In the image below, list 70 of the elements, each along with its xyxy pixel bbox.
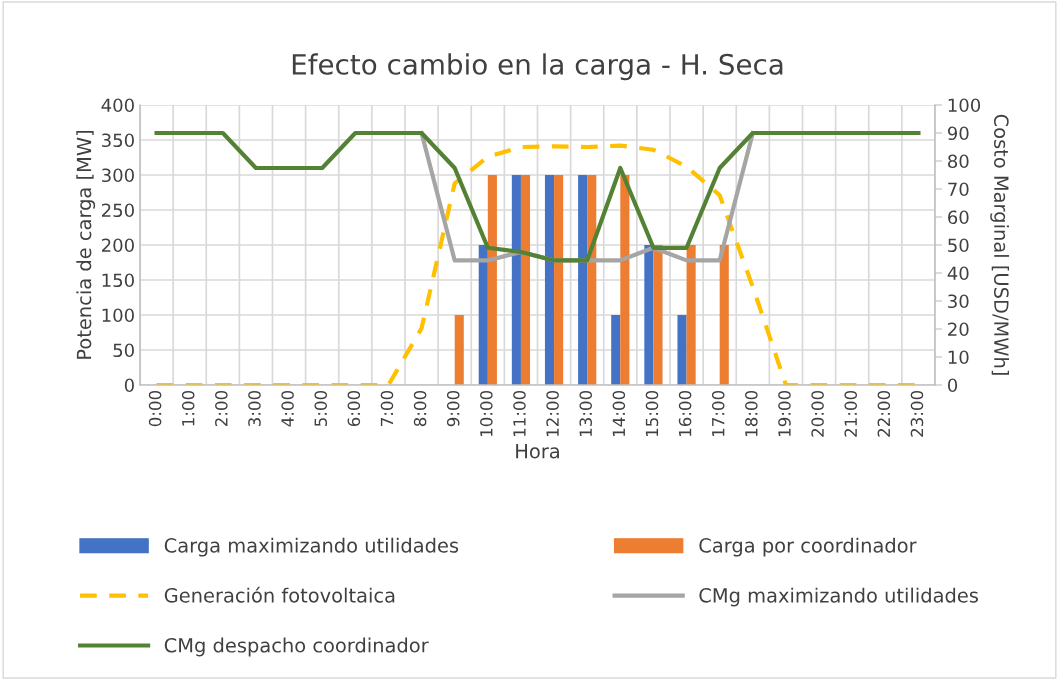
y2-tick-label: 50 (948, 238, 969, 253)
x-tick-label: 15:00 (645, 390, 659, 437)
bar (677, 315, 687, 385)
x-tick-label: 10:00 (480, 390, 493, 437)
legend-label: Generación fotovoltaica (164, 586, 395, 603)
y2-tick-label: 40 (947, 266, 969, 281)
chart-title: Efecto cambio en la carga - H. Seca (292, 53, 783, 81)
y-tick-label: 0 (124, 378, 134, 393)
x-tick-label: 1:00 (181, 390, 195, 426)
y2-tick-label: 20 (948, 322, 969, 337)
x-tick-label: 0:00 (148, 390, 162, 427)
x-tick-label: 22:00 (877, 390, 891, 437)
bar (611, 315, 621, 385)
x-tick-label: 11:00 (513, 390, 526, 437)
y2-tick-label: 80 (948, 154, 969, 169)
x-tick-label: 20:00 (811, 390, 824, 437)
y2-tick-label: 30 (948, 294, 969, 309)
bar (520, 175, 531, 385)
x-tick-label: 16:00 (678, 390, 692, 437)
bar (620, 175, 630, 385)
legend-label: Carga maximizando utilidades (164, 537, 459, 557)
line-series (154, 130, 921, 263)
x-tick-label: 23:00 (910, 390, 924, 437)
y-tick-label: 400 (101, 98, 134, 113)
bar (644, 245, 654, 385)
x-tick-label: 4:00 (281, 390, 294, 427)
x-tick-label: 9:00 (446, 390, 460, 427)
bar (578, 175, 588, 385)
y2-tick-label: 10 (948, 350, 969, 365)
y2-tick-label: 100 (948, 98, 981, 113)
bar (719, 245, 729, 385)
bar (686, 245, 696, 385)
bar (478, 245, 488, 385)
x-tick-label: 3:00 (248, 390, 261, 427)
bar (587, 175, 597, 385)
y-tick-label: 150 (102, 273, 134, 288)
y2-tick-label: 70 (948, 182, 969, 197)
x-tick-label: 21:00 (844, 390, 858, 437)
bar (511, 175, 521, 385)
x-tick-label: 18:00 (745, 390, 758, 437)
x-tick-label: 8:00 (413, 390, 427, 427)
bar (544, 175, 555, 385)
legend-label: Carga por coordinador (699, 537, 917, 557)
x-tick-label: 7:00 (380, 390, 394, 426)
y2-tick-label: 60 (948, 210, 969, 225)
legend-label: CMg maximizando utilidades (699, 587, 978, 607)
y2-tick-label: 90 (947, 126, 969, 141)
y-tick-label: 100 (102, 308, 134, 323)
x-axis-title: Hora (516, 444, 559, 459)
y-tick-label: 300 (102, 168, 134, 183)
legend-label: CMg despacho coordinador (164, 637, 429, 657)
x-tick-label: 13:00 (579, 390, 593, 437)
x-tick-label: 14:00 (612, 390, 626, 437)
y2-axis-title: Costo Marginal [USD/MWh] (990, 114, 1010, 375)
x-tick-label: 6:00 (347, 390, 361, 427)
y-tick-label: 250 (102, 203, 134, 218)
bar (653, 245, 663, 385)
bar (487, 175, 497, 385)
y-tick-label: 350 (102, 133, 134, 148)
y-tick-label: 200 (102, 238, 134, 253)
bar (554, 175, 564, 385)
x-tick-label: 5:00 (314, 390, 328, 426)
y-axis-title: Potencia de carga [MW] (76, 130, 96, 359)
bar (454, 315, 464, 385)
x-tick-label: 2:00 (215, 390, 228, 427)
x-tick-label: 12:00 (546, 390, 559, 437)
x-tick-label: 19:00 (778, 390, 791, 437)
y-tick-label: 50 (113, 343, 134, 358)
y2-tick-label: 0 (948, 378, 958, 393)
x-tick-label: 17:00 (711, 390, 725, 437)
